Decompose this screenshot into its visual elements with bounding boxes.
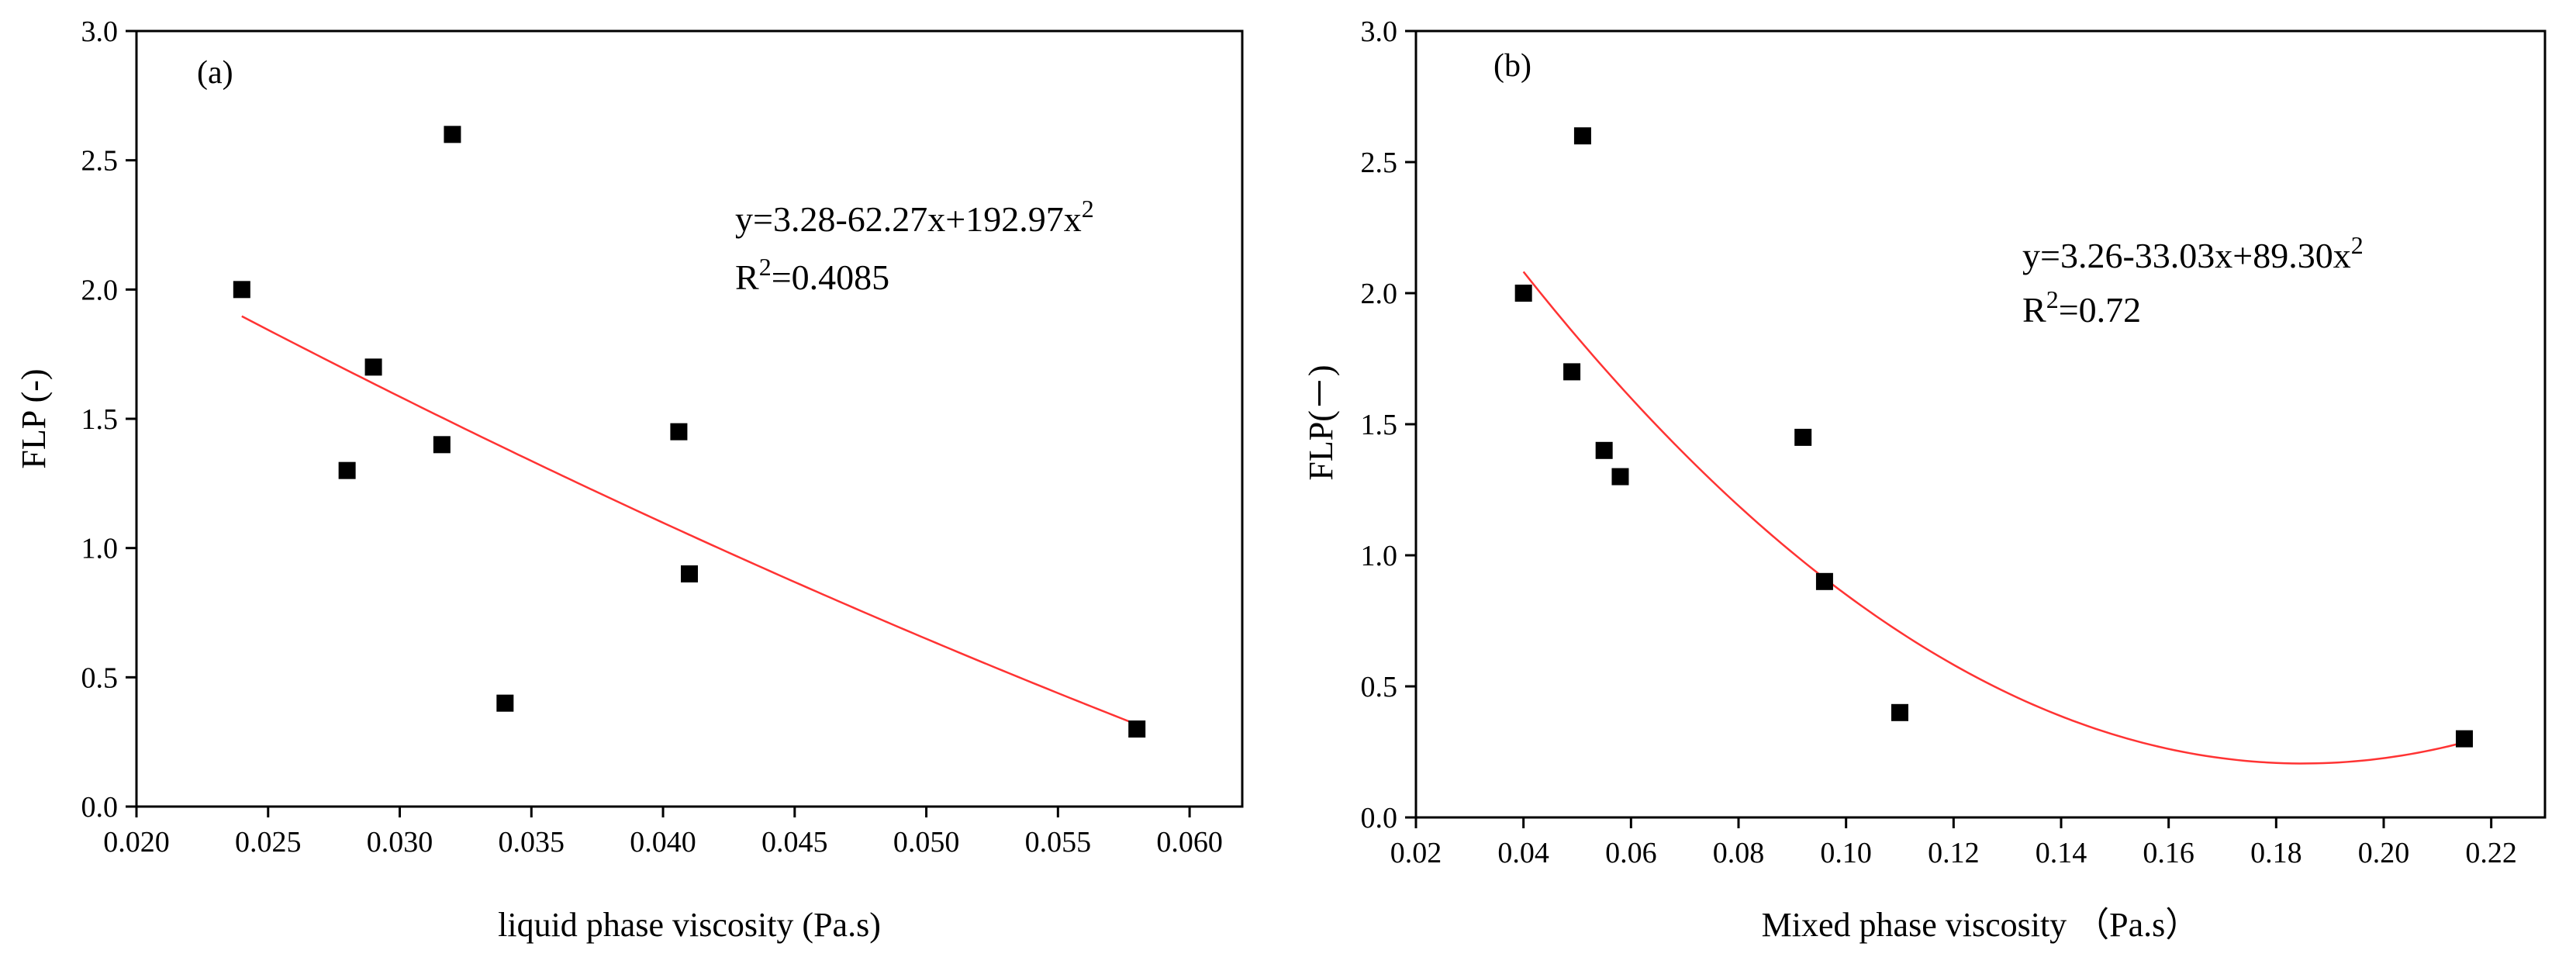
panel-a-y-tick-label: 3.0: [81, 16, 119, 48]
panel-b-x-ticks: 0.02 0.04 0.06 0.08 0.10 0.12 0.14 0.16 0.18 0.20…: [1390, 817, 2517, 869]
panel-b-x-tick-label: 0.06: [1605, 837, 1657, 869]
panel-b-y-tick-label: 2.5: [1361, 147, 1398, 179]
panel-a-points: [233, 126, 1146, 738]
panel-b-r2-power: 2: [2046, 285, 2059, 313]
panel-b-x-tick-label: 0.16: [2143, 837, 2194, 869]
panel-b-equation-power: 2: [2351, 231, 2364, 259]
panel-a-r2-value: =0.4085: [772, 257, 889, 297]
panel-b-r2-value: =0.72: [2059, 290, 2141, 330]
panel-b-x-tick-label: 0.14: [2036, 837, 2087, 869]
panel-a-x-tick-label: 0.045: [761, 826, 828, 859]
panel-a-tag: (a): [197, 55, 233, 91]
panel-a-r2-power: 2: [759, 253, 772, 281]
panel-a-data-point: [681, 565, 698, 582]
panel-b-data-point: [1573, 127, 1591, 145]
panel-a-data-point: [233, 281, 250, 299]
panel-b-data-point: [1595, 441, 1613, 459]
panel-b-x-tick-label: 0.22: [2465, 837, 2517, 869]
panel-b-chart: 0.02 0.04 0.06 0.08 0.10 0.12 0.14 0.16 0.18 0.20…: [1302, 16, 2547, 944]
panel-a-x-tick-label: 0.025: [235, 826, 302, 859]
panel-b-data-point: [1815, 572, 1833, 590]
panel-a-y-tick-label: 0.5: [81, 662, 119, 694]
panel-b-y-tick-label: 0.5: [1361, 671, 1398, 703]
panel-a-data-point: [364, 358, 382, 376]
panel-a-x-tick-label: 0.055: [1025, 826, 1092, 859]
panel-a-equation-main: y=3.28-62.27x+192.97x: [735, 199, 1082, 239]
panel-b-y-tick-label: 0.0: [1361, 802, 1398, 834]
panel-b-x-tick-label: 0.12: [1928, 837, 1980, 869]
panel-b-data-point: [2456, 730, 2473, 748]
panel-b-y-tick-label: 1.5: [1361, 409, 1398, 441]
panel-b-y-tick-label: 3.0: [1361, 16, 1398, 48]
panel-a-x-tick-label: 0.040: [630, 826, 696, 859]
panel-a-y-ticks: 0.0 0.5 1.0 1.5 2.0 2.5 3.0: [81, 16, 136, 824]
panel-a-y-tick-label: 1.5: [81, 403, 119, 436]
panel-a-plot-frame: [135, 29, 1244, 808]
panel-b-data-point: [1891, 703, 1908, 721]
panel-b-x-tick-label: 0.08: [1713, 837, 1765, 869]
panel-b-y-axis-label: FLP(－): [1302, 365, 1340, 480]
panel-b-fit-curve: [1522, 271, 2465, 765]
panel-a-equation: y=3.28-62.27x+192.97x2: [735, 195, 1094, 239]
panel-a-x-ticks: 0.020 0.025 0.030 0.035 0.040 0.045 0.050 0.055…: [103, 807, 1223, 859]
panel-b-x-tick-label: 0.10: [1820, 837, 1872, 869]
panel-b-data-point: [1611, 468, 1629, 485]
panel-a-r2-letter: R: [735, 257, 759, 297]
panel-b-data-point: [1794, 428, 1812, 446]
panel-a-x-tick-label: 0.035: [499, 826, 565, 859]
panel-a-data-point: [670, 423, 688, 441]
panel-b-r2: R2=0.72: [2022, 285, 2141, 330]
panel-b-equation: y=3.26-33.03x+89.30x2: [2022, 231, 2364, 275]
panel-b-plot-frame: [1414, 29, 2547, 819]
panel-a-equation-power: 2: [1082, 195, 1094, 223]
panel-b-y-tick-label: 1.0: [1361, 540, 1398, 572]
panel-a-r2: R2=0.4085: [735, 253, 889, 297]
panel-a-y-axis-label: FLP (-): [15, 368, 53, 468]
panel-a-x-tick-label: 0.020: [103, 826, 170, 859]
panel-a-y-tick-label: 0.0: [81, 791, 119, 824]
panel-a-data-point: [1128, 720, 1146, 738]
panel-b-y-ticks: 0.0 0.5 1.0 1.5 2.0 2.5 3.0: [1361, 16, 1416, 834]
panel-a-y-tick-label: 2.5: [81, 145, 119, 178]
panel-a-data-point: [433, 436, 451, 454]
panel-b-points: [1514, 127, 2473, 748]
panel-b-data-point: [1563, 363, 1581, 381]
panel-a-x-tick-label: 0.050: [893, 826, 960, 859]
panel-a-x-axis-label: liquid phase viscosity (Pa.s): [498, 906, 881, 944]
panel-a-y-tick-label: 2.0: [81, 274, 119, 306]
panel-a-data-point: [338, 461, 356, 479]
panel-a-data-point: [444, 126, 461, 143]
panel-b-x-tick-label: 0.02: [1390, 837, 1442, 869]
panel-b-x-tick-label: 0.20: [2358, 837, 2410, 869]
panel-b-x-tick-label: 0.04: [1497, 837, 1549, 869]
panel-b-x-axis-label: Mixed phase viscosity （Pa.s）: [1762, 906, 2200, 944]
panel-b-r2-letter: R: [2022, 290, 2046, 330]
panel-a-x-tick-label: 0.030: [367, 826, 433, 859]
panel-a-data-point: [496, 694, 514, 712]
panel-a-x-tick-label: 0.060: [1156, 826, 1223, 859]
panel-a-y-tick-label: 1.0: [81, 533, 119, 565]
panel-b-x-tick-label: 0.18: [2250, 837, 2302, 869]
panel-a-chart: 0.020 0.025 0.030 0.035 0.040 0.045 0.050 0.055…: [15, 16, 1244, 944]
panel-a-fit-curve: [241, 315, 1138, 726]
panel-b-data-point: [1514, 285, 1532, 302]
panel-b-equation-main: y=3.26-33.03x+89.30x: [2022, 236, 2351, 275]
panel-b-y-tick-label: 2.0: [1361, 278, 1398, 310]
panel-b-tag: (b): [1493, 48, 1531, 84]
